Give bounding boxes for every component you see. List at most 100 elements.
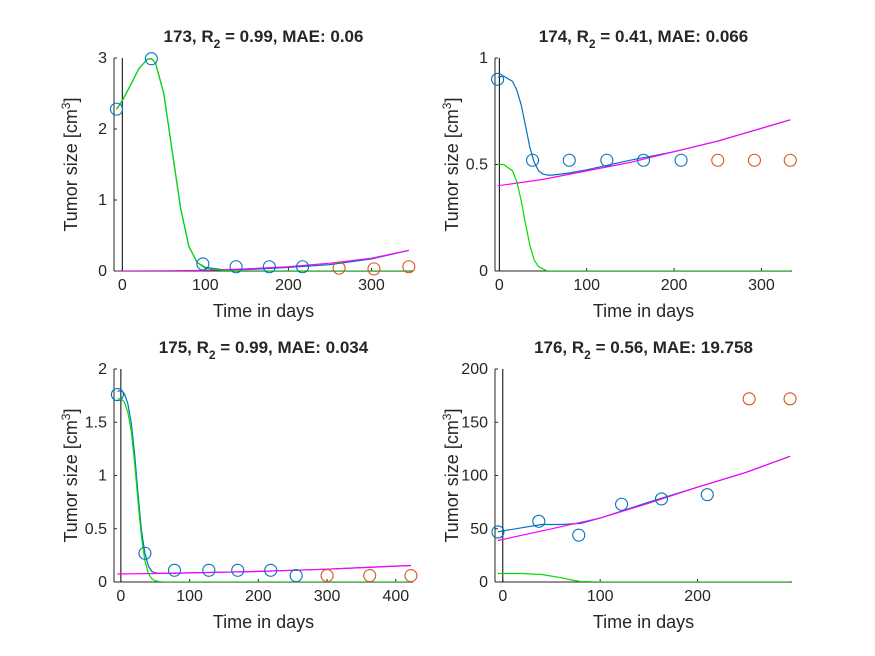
resistant-curve bbox=[497, 455, 791, 542]
y-tick-label: 200 bbox=[461, 361, 488, 378]
observed-point bbox=[196, 257, 210, 271]
title-stats: = 0.99, MAE: 0.06 bbox=[220, 27, 363, 46]
fit-curve bbox=[117, 389, 411, 575]
y-label-text: Tumor size [cm bbox=[61, 420, 81, 542]
held-out-point bbox=[783, 153, 797, 167]
x-tick-label: 300 bbox=[314, 588, 341, 605]
y-label-bracket: ] bbox=[61, 408, 81, 413]
x-tick-label: 0 bbox=[495, 277, 504, 294]
y-tick-label: 1 bbox=[98, 192, 107, 209]
observed-point bbox=[262, 260, 276, 274]
observed-point bbox=[700, 488, 714, 502]
observed-point bbox=[572, 528, 586, 542]
observed-point bbox=[110, 388, 124, 402]
title-stats: = 0.41, MAE: 0.066 bbox=[596, 27, 749, 46]
x-tick-label: 200 bbox=[275, 277, 302, 294]
x-axis-label: Time in days bbox=[213, 301, 314, 321]
held-out-point bbox=[332, 261, 346, 275]
held-out-point bbox=[711, 153, 725, 167]
x-tick-label: 300 bbox=[748, 277, 775, 294]
resistant-curve bbox=[116, 249, 409, 271]
y-tick-label: 0 bbox=[479, 263, 488, 280]
observed-point bbox=[674, 153, 688, 167]
y-axis-label: Tumor size [cm3] bbox=[440, 408, 462, 542]
fit-curve bbox=[497, 75, 791, 176]
plot-area bbox=[116, 58, 409, 271]
resistant-curve bbox=[497, 119, 791, 187]
x-tick-label: 200 bbox=[684, 588, 711, 605]
held-out-point bbox=[367, 262, 381, 276]
panel-174: 0 0.5 1 0 100 200 300 174, R2 = 0.41, MAE: 0.06… bbox=[440, 27, 797, 321]
panel-176: 0 50 100 150 200 0 100 200 176, R2 = 0.56, MAE: … bbox=[440, 338, 797, 632]
x-tick-label: 0 bbox=[498, 588, 507, 605]
held-out-point bbox=[747, 153, 761, 167]
y-label-text: Tumor size [cm bbox=[442, 109, 462, 231]
observed-point bbox=[289, 569, 303, 583]
x-tick-label: 200 bbox=[661, 277, 688, 294]
held-out-point bbox=[363, 569, 377, 583]
y-label-bracket: ] bbox=[61, 97, 81, 102]
y-tick-label: 0 bbox=[98, 574, 107, 591]
y-tick-label: 0 bbox=[98, 263, 107, 280]
x-tick-label: 200 bbox=[245, 588, 272, 605]
held-out-point bbox=[742, 392, 756, 406]
held-out-point bbox=[404, 569, 418, 583]
observed-point bbox=[654, 492, 669, 506]
title-subscript: 2 bbox=[584, 348, 591, 362]
fit-curve bbox=[116, 58, 409, 271]
title-id: 176, R bbox=[534, 338, 584, 357]
observed-point bbox=[144, 52, 158, 66]
panel-title: 175, R2 = 0.99, MAE: 0.034 bbox=[159, 338, 369, 362]
y-label-superscript: 3 bbox=[440, 413, 454, 420]
sensitive-curve bbox=[497, 163, 791, 271]
observed-point bbox=[167, 563, 182, 577]
title-subscript: 2 bbox=[589, 37, 596, 51]
observed-point bbox=[264, 563, 278, 577]
y-axis-label: Tumor size [cm3] bbox=[59, 408, 81, 542]
x-axis-label: Time in days bbox=[593, 612, 694, 632]
panel-title: 174, R2 = 0.41, MAE: 0.066 bbox=[539, 27, 748, 51]
observed-point bbox=[600, 153, 614, 167]
y-tick-label: 0.5 bbox=[466, 157, 488, 174]
y-label-bracket: ] bbox=[442, 408, 462, 413]
resistant-curve bbox=[117, 564, 411, 575]
observed-point bbox=[491, 72, 505, 86]
y-label-superscript: 3 bbox=[59, 102, 73, 109]
title-subscript: 2 bbox=[214, 37, 221, 51]
panel-title: 176, R2 = 0.56, MAE: 19.758 bbox=[534, 338, 753, 362]
y-tick-label: 3 bbox=[98, 50, 107, 67]
observed-point bbox=[532, 514, 546, 528]
y-axis-label: Tumor size [cm3] bbox=[59, 97, 81, 231]
observed-point bbox=[109, 102, 124, 116]
x-tick-label: 100 bbox=[192, 277, 219, 294]
x-axis-label: Time in days bbox=[213, 612, 314, 632]
y-tick-label: 1 bbox=[98, 468, 107, 485]
title-subscript: 2 bbox=[209, 348, 216, 362]
x-tick-label: 100 bbox=[573, 277, 600, 294]
y-tick-label: 100 bbox=[461, 468, 488, 485]
observed-point bbox=[229, 260, 243, 274]
x-tick-label: 100 bbox=[587, 588, 614, 605]
sensitive-curve bbox=[116, 58, 409, 271]
plot-area bbox=[117, 389, 411, 582]
plot-area bbox=[497, 455, 791, 582]
observed-point bbox=[491, 525, 505, 539]
observed-point bbox=[295, 260, 310, 274]
y-axis-label: Tumor size [cm3] bbox=[440, 97, 462, 231]
held-out-point bbox=[783, 392, 797, 406]
y-label-text: Tumor size [cm bbox=[442, 420, 462, 542]
observed-point bbox=[231, 563, 245, 577]
observed-point bbox=[636, 153, 651, 167]
y-label-text: Tumor size [cm bbox=[61, 109, 81, 231]
title-id: 174, R bbox=[539, 27, 589, 46]
x-tick-label: 0 bbox=[116, 588, 125, 605]
y-tick-label: 2 bbox=[98, 121, 107, 138]
x-tick-label: 0 bbox=[118, 277, 127, 294]
x-tick-label: 100 bbox=[176, 588, 203, 605]
y-tick-label: 0 bbox=[479, 574, 488, 591]
y-tick-label: 150 bbox=[461, 414, 488, 431]
title-stats: = 0.56, MAE: 19.758 bbox=[591, 338, 753, 357]
